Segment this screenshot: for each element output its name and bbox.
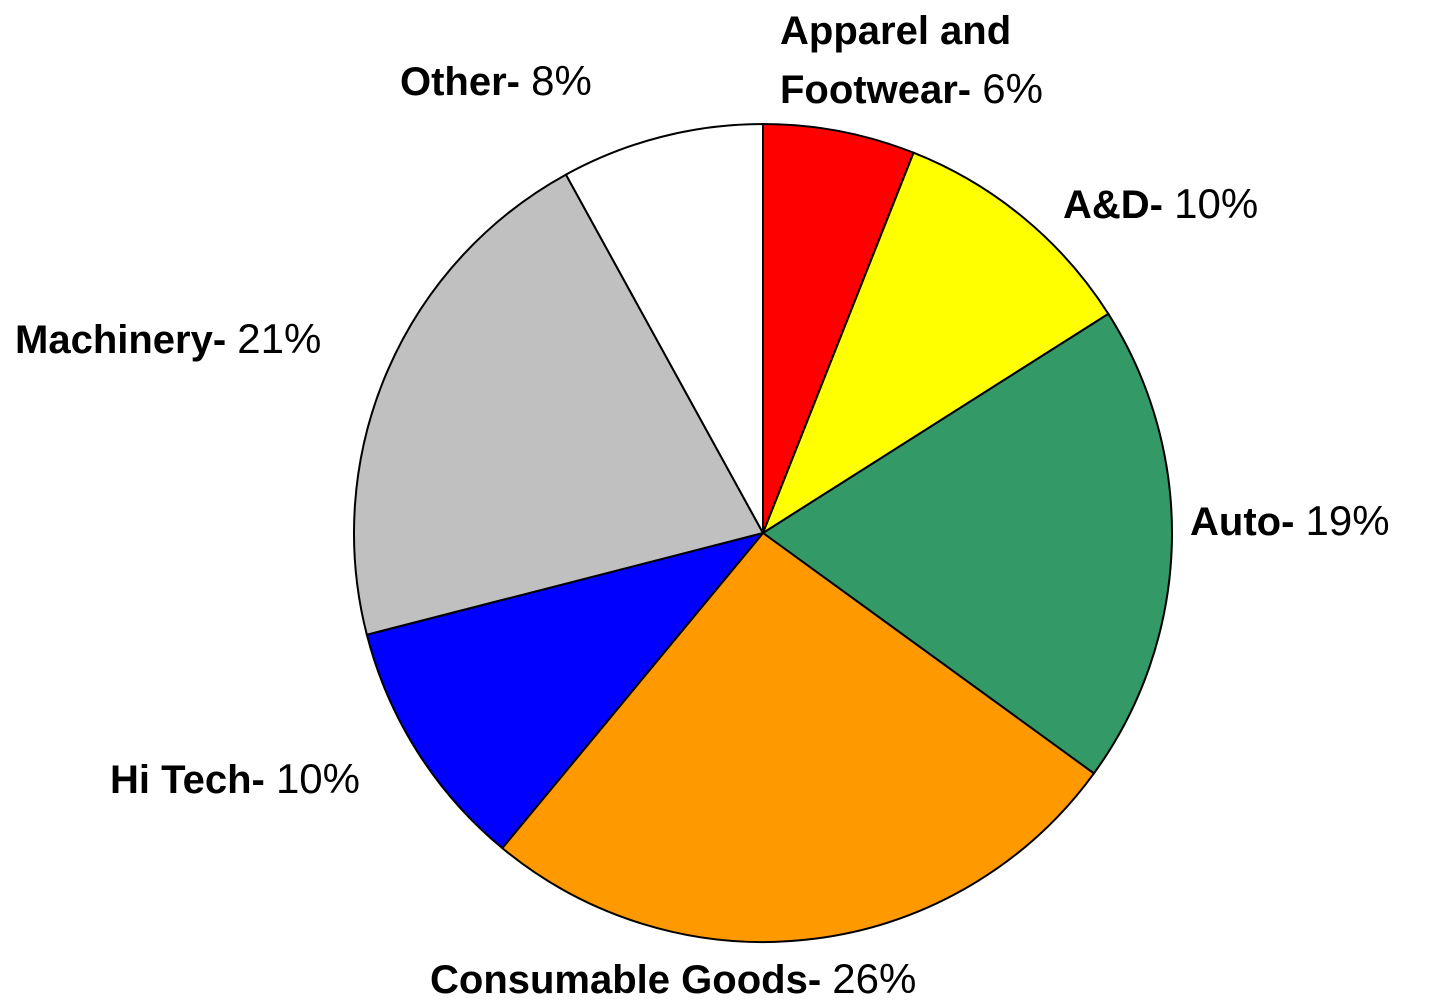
pie-slice: [353, 173, 765, 636]
value-label: 10%: [275, 755, 361, 802]
category-name: Other-: [400, 60, 520, 104]
pie-slice: [365, 531, 766, 850]
category-name: Hi Tech-: [110, 758, 265, 802]
slice-label: Auto- 19%: [1190, 492, 1442, 551]
pie-slice: [500, 531, 1096, 943]
pie-slice: [761, 312, 1173, 775]
pie-slice: [564, 122, 764, 534]
pie-slice: [760, 151, 1110, 536]
category-name: Machinery-: [15, 318, 227, 362]
value-label: 26%: [832, 955, 917, 1002]
slice-label: Machinery- 21%: [15, 310, 415, 369]
slice-label: Hi Tech- 10%: [110, 750, 430, 809]
category-name: Apparel and Footwear-: [780, 9, 1012, 112]
value-label: 10%: [1174, 180, 1259, 227]
value-label: 19%: [1305, 497, 1390, 544]
category-name: A&D-: [1063, 183, 1163, 227]
value-label: 21%: [237, 315, 322, 362]
category-name: Auto-: [1190, 500, 1295, 544]
category-name: Consumable Goods-: [430, 958, 822, 1002]
slice-label: Consumable Goods- 26%: [430, 950, 1130, 1006]
slice-label: Apparel and Footwear- 6%: [780, 2, 1120, 119]
pie-slice: [762, 122, 915, 534]
slice-label: A&D- 10%: [1063, 175, 1442, 234]
slice-label: Other- 8%: [400, 52, 700, 111]
value-label: 8%: [531, 57, 592, 104]
value-label: 6%: [982, 65, 1043, 112]
